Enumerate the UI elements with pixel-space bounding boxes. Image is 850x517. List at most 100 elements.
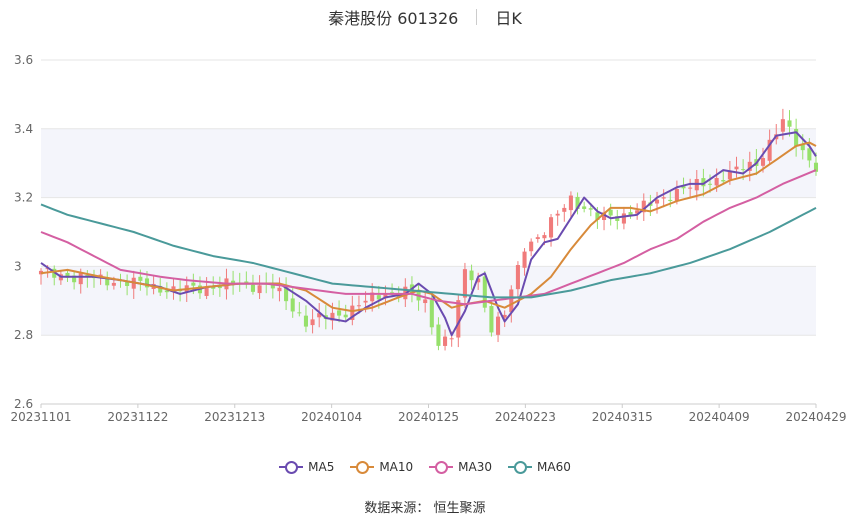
candle — [595, 212, 600, 220]
candle — [601, 212, 607, 220]
candle — [436, 324, 441, 346]
candle — [621, 213, 626, 224]
candle — [138, 276, 143, 281]
legend-item-ma5[interactable]: MA5 — [279, 460, 334, 474]
candle — [509, 289, 514, 313]
legend-item-ma60[interactable]: MA60 — [508, 460, 571, 474]
candle — [522, 251, 527, 268]
candle — [330, 312, 335, 321]
candle — [688, 187, 693, 189]
candle — [529, 241, 534, 252]
candle — [489, 306, 494, 333]
legend-swatch — [429, 460, 454, 474]
candle — [191, 282, 196, 286]
candle — [65, 272, 70, 278]
candle — [370, 292, 375, 302]
candle — [615, 216, 620, 221]
candle — [449, 338, 454, 340]
candle — [747, 161, 752, 171]
candle — [277, 287, 282, 292]
x-tick-label: 20231213 — [204, 410, 265, 424]
candle — [356, 305, 361, 307]
candle — [244, 281, 249, 283]
candle — [105, 277, 110, 286]
candle — [171, 286, 176, 291]
data-source: 数据来源： 恒生聚源 — [364, 501, 486, 516]
candle — [343, 314, 348, 318]
grid-band — [41, 128, 816, 198]
legend-label: MA30 — [458, 460, 493, 474]
legend-item-ma10[interactable]: MA10 — [350, 460, 413, 474]
y-tick-label: 3.2 — [14, 191, 33, 205]
candle — [78, 273, 83, 285]
ma-line-ma10 — [40, 141, 817, 313]
candle — [257, 285, 262, 294]
y-tick-label: 3 — [14, 259, 22, 273]
legend-swatch — [350, 460, 375, 474]
ma-line-ma30 — [40, 169, 817, 306]
x-tick-label: 20240315 — [592, 410, 653, 424]
chart-legend: MA5 MA10 MA30 MA60 — [0, 456, 850, 478]
candle — [310, 319, 315, 326]
candle — [250, 284, 256, 292]
x-tick-label: 20240104 — [301, 410, 362, 424]
period-label: 日K — [495, 9, 522, 28]
candle — [111, 282, 116, 286]
x-tick-label: 20240223 — [495, 410, 556, 424]
chart-title: 秦港股份 601326 日K — [0, 4, 850, 30]
x-tick-label: 20240409 — [689, 410, 750, 424]
candle — [158, 285, 163, 293]
legend-label: MA5 — [308, 460, 335, 474]
candle — [462, 269, 467, 298]
candle — [423, 299, 428, 304]
candle — [469, 270, 474, 281]
candle — [350, 305, 355, 321]
candle — [390, 292, 395, 294]
candle — [562, 207, 567, 212]
x-tick-label: 20240429 — [785, 410, 846, 424]
candle — [807, 148, 812, 161]
candle — [456, 300, 461, 338]
y-tick-label: 2.8 — [14, 328, 33, 342]
x-tick-label: 20231122 — [107, 410, 168, 424]
stock-name: 秦港股份 601326 — [328, 9, 459, 28]
candle — [635, 210, 640, 214]
candle — [760, 158, 766, 166]
candle — [654, 199, 660, 204]
legend-label: MA10 — [379, 460, 414, 474]
candle — [767, 139, 772, 161]
candle — [608, 209, 613, 216]
candle — [727, 170, 732, 180]
candle — [555, 213, 560, 216]
candle — [588, 208, 593, 210]
candle — [482, 276, 487, 308]
ma-line-ma60 — [40, 203, 817, 299]
candle — [476, 278, 481, 283]
candle — [164, 290, 169, 293]
candle — [496, 316, 501, 335]
candle — [217, 286, 222, 289]
candle — [568, 195, 573, 211]
legend-swatch — [508, 460, 533, 474]
candle — [701, 178, 706, 187]
legend-item-ma30[interactable]: MA30 — [429, 460, 492, 474]
candle — [813, 162, 819, 172]
candle — [674, 189, 679, 202]
candle — [542, 235, 547, 239]
candle — [72, 275, 77, 283]
candle — [317, 313, 322, 318]
candle — [641, 200, 646, 213]
candle — [549, 217, 554, 238]
candle — [681, 186, 686, 189]
candle — [707, 183, 713, 185]
candle — [284, 287, 289, 302]
x-tick-label: 20240125 — [398, 410, 459, 424]
candle — [515, 265, 520, 290]
candle — [575, 196, 580, 209]
candle — [204, 286, 209, 296]
y-tick-label: 3.4 — [14, 122, 33, 136]
candle — [535, 237, 540, 239]
candle — [363, 300, 368, 303]
candle — [800, 144, 805, 151]
